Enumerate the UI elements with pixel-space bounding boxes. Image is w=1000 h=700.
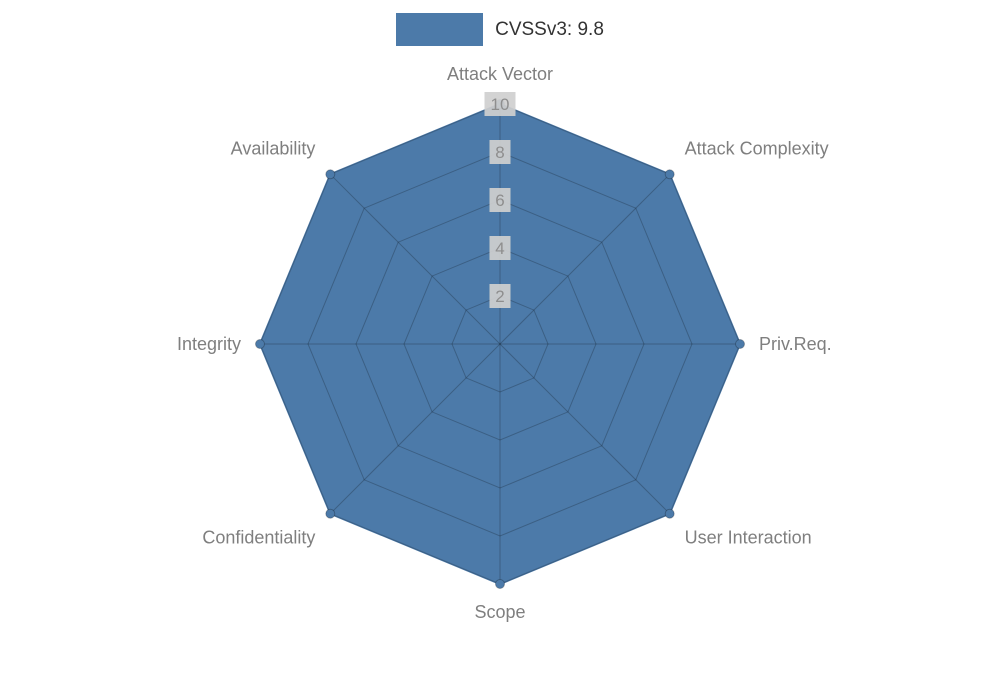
axis-label-attack-complexity: Attack Complexity	[685, 138, 829, 158]
radial-tick-bg	[489, 188, 511, 212]
grid-ring	[307, 151, 693, 537]
axis-label-availability: Availability	[231, 138, 316, 158]
axis-spoke	[329, 343, 501, 515]
legend-label[interactable]: CVSSv3: 9.8	[495, 18, 604, 40]
axis-label-priv-req: Priv.Req.	[759, 334, 832, 354]
vertex-marker	[325, 169, 336, 180]
vertex-marker	[735, 339, 745, 349]
grid-ring	[355, 199, 645, 489]
radial-tick-label: 8	[495, 143, 504, 162]
vertex-marker	[325, 508, 336, 519]
radial-tick-label: 10	[491, 95, 510, 114]
radial-tick-bg	[489, 284, 511, 308]
radial-tick-bg	[484, 92, 516, 116]
legend[interactable]: CVSSv3: 9.8	[0, 13, 1000, 46]
axis-label-attack-vector: Attack Vector	[447, 64, 553, 84]
axis-label-confidentiality: Confidentiality	[202, 528, 315, 548]
radial-tick-bg	[489, 236, 511, 260]
axis-spoke	[329, 173, 501, 345]
grid-ring	[451, 295, 549, 393]
grid-ring	[403, 247, 597, 441]
axis-spoke	[499, 173, 671, 345]
radial-tick-label: 4	[495, 239, 504, 258]
axis-label-user-interaction: User Interaction	[685, 528, 812, 548]
legend-swatch[interactable]	[396, 13, 484, 46]
vertex-marker	[255, 339, 265, 349]
axis-label-scope: Scope	[474, 602, 525, 622]
axis-spoke	[499, 343, 671, 515]
radial-tick-bg	[489, 140, 511, 164]
axis-label-integrity: Integrity	[177, 334, 241, 354]
vertex-marker	[664, 169, 675, 180]
radial-tick-label: 6	[495, 191, 504, 210]
vertex-marker	[664, 508, 675, 519]
radial-tick-label: 2	[495, 287, 504, 306]
vertex-marker	[495, 579, 505, 589]
